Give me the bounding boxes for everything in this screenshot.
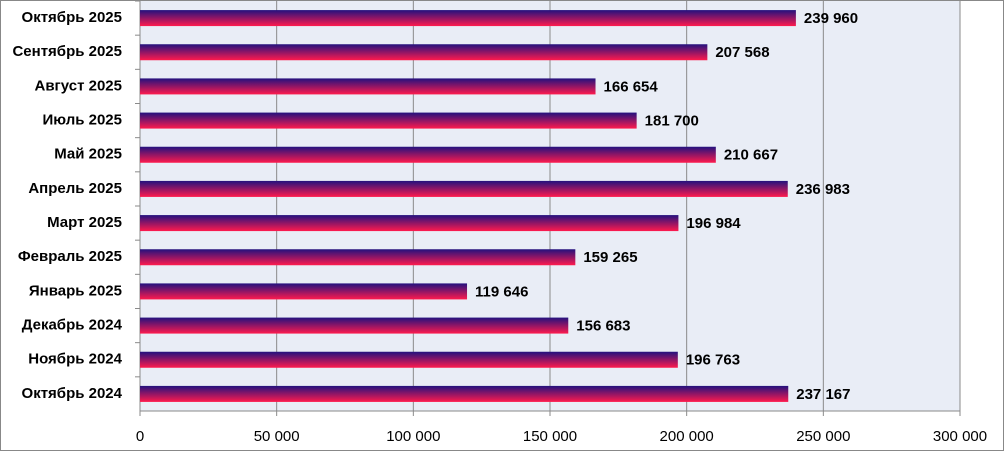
bar bbox=[140, 283, 468, 300]
y-tick-label: Сентябрь 2025 bbox=[12, 43, 122, 60]
x-tick-label: 100 000 bbox=[386, 428, 440, 445]
value-label: 196 763 bbox=[686, 352, 740, 369]
value-label: 159 265 bbox=[583, 249, 637, 266]
bar bbox=[140, 44, 708, 61]
value-label: 210 667 bbox=[724, 147, 778, 164]
x-tick-label: 200 000 bbox=[660, 428, 714, 445]
y-tick-label: Октябрь 2025 bbox=[22, 9, 122, 26]
y-tick-label: Декабрь 2024 bbox=[22, 317, 123, 334]
bar bbox=[140, 249, 576, 266]
y-tick-label: Март 2025 bbox=[47, 214, 122, 231]
bar bbox=[140, 146, 716, 163]
bar bbox=[140, 112, 637, 129]
bar bbox=[140, 180, 788, 197]
bar bbox=[140, 215, 679, 232]
x-tick-label: 250 000 bbox=[796, 428, 850, 445]
bar bbox=[140, 78, 596, 95]
y-tick-label: Октябрь 2024 bbox=[22, 385, 123, 402]
x-tick-label: 150 000 bbox=[523, 428, 577, 445]
bar bbox=[140, 351, 678, 368]
value-label: 196 984 bbox=[686, 215, 741, 232]
value-label: 239 960 bbox=[804, 10, 858, 27]
value-label: 236 983 bbox=[796, 181, 850, 198]
value-label: 166 654 bbox=[604, 78, 659, 95]
y-tick-label: Январь 2025 bbox=[29, 282, 122, 299]
bar bbox=[140, 385, 789, 402]
value-label: 156 683 bbox=[576, 318, 630, 335]
value-label: 207 568 bbox=[715, 44, 769, 61]
y-tick-label: Август 2025 bbox=[35, 77, 123, 94]
value-label: 237 167 bbox=[796, 386, 850, 403]
y-tick-label: Февраль 2025 bbox=[18, 248, 122, 265]
x-tick-label: 300 000 bbox=[933, 428, 987, 445]
x-tick-label: 0 bbox=[136, 428, 144, 445]
value-label: 119 646 bbox=[475, 283, 528, 300]
x-tick-label: 50 000 bbox=[254, 428, 300, 445]
y-tick-label: Апрель 2025 bbox=[28, 180, 122, 197]
y-tick-label: Май 2025 bbox=[54, 146, 122, 163]
value-label: 181 700 bbox=[645, 113, 699, 130]
bar bbox=[140, 10, 796, 27]
y-tick-label: Июль 2025 bbox=[42, 112, 122, 129]
bar bbox=[140, 317, 569, 334]
y-tick-label: Ноябрь 2024 bbox=[28, 351, 122, 368]
